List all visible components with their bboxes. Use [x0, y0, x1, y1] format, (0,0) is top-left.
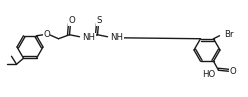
- Text: O: O: [43, 30, 50, 39]
- Text: O: O: [68, 16, 75, 25]
- Text: S: S: [97, 16, 102, 25]
- Text: NH: NH: [111, 33, 124, 42]
- Text: Br: Br: [224, 30, 234, 39]
- Text: O: O: [229, 67, 236, 76]
- Text: HO: HO: [202, 70, 215, 79]
- Text: NH: NH: [83, 33, 95, 42]
